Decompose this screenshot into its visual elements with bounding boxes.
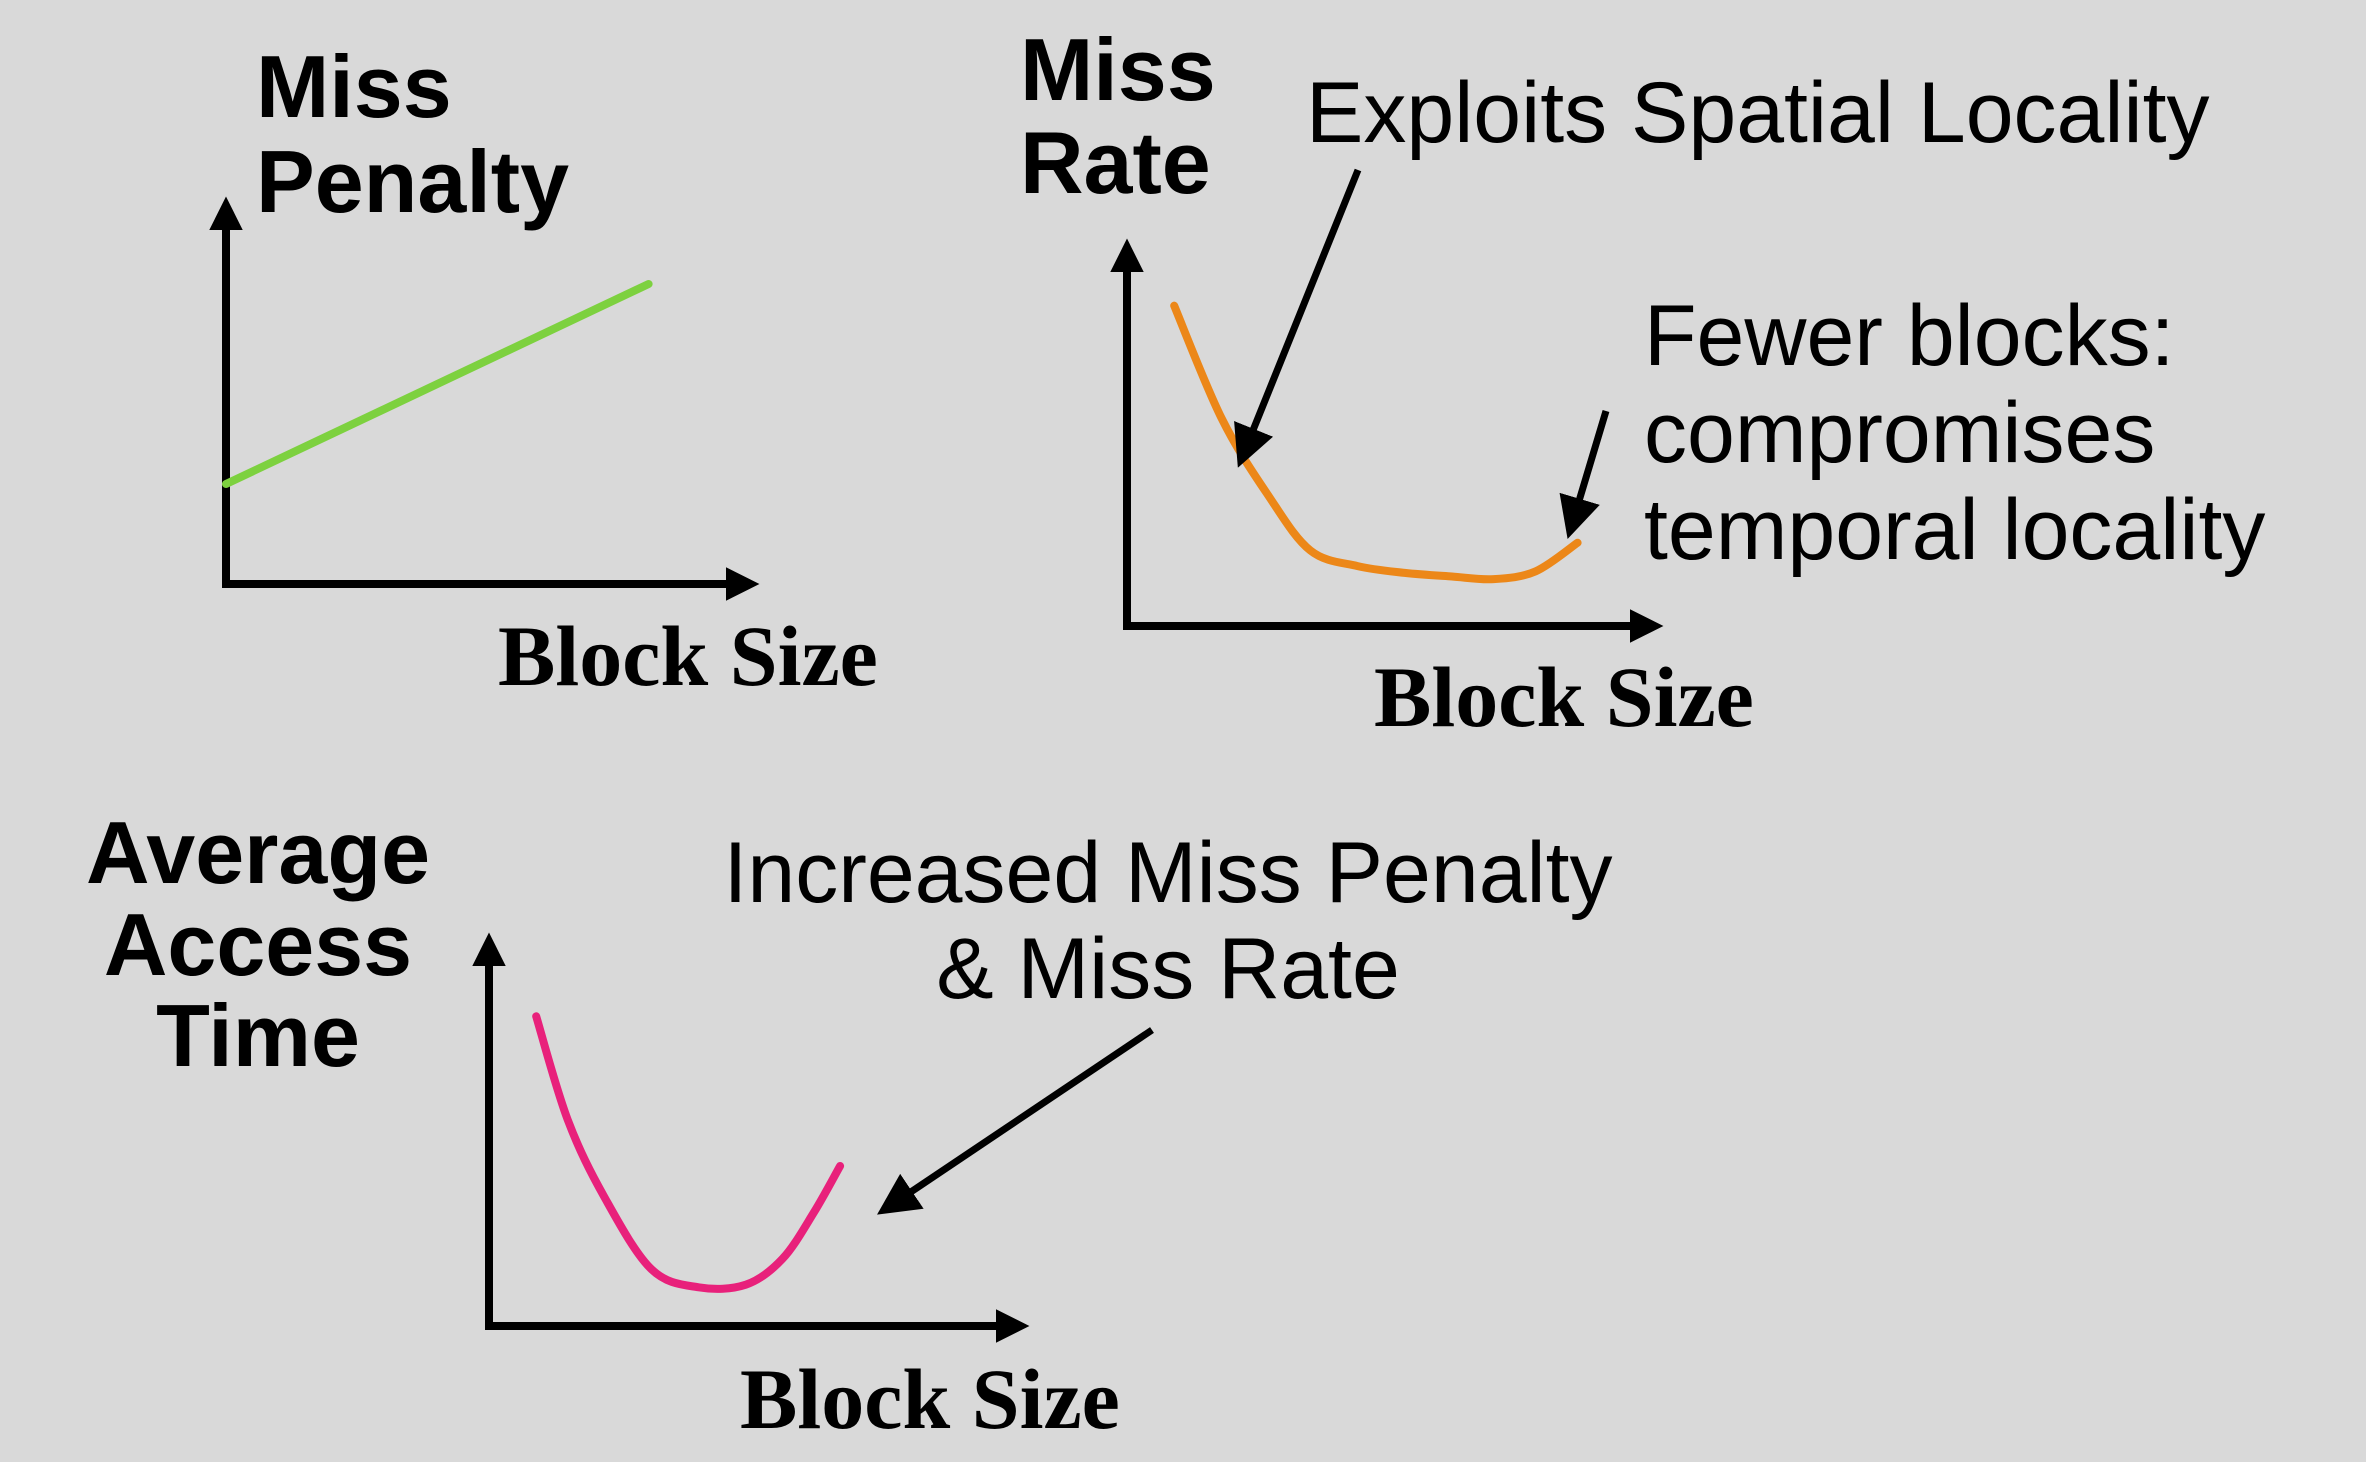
ylabel-line: Access bbox=[104, 895, 412, 994]
ylabel-line: Average bbox=[86, 803, 430, 902]
ylabel-line: Miss bbox=[256, 37, 452, 136]
chart-average-access-time: Average Access Time Block Size Increased… bbox=[86, 803, 1613, 1447]
annotation-fewer-blocks: temporal locality bbox=[1644, 482, 2265, 578]
annotation-spatial-locality: Exploits Spatial Locality bbox=[1306, 65, 2209, 161]
annotation-arrow bbox=[1234, 168, 1362, 468]
xlabel: Block Size bbox=[498, 608, 878, 704]
ylabel-line: Penalty bbox=[256, 132, 569, 231]
ylabel-line: Time bbox=[156, 986, 360, 1085]
annotation-increased-miss: & Miss Rate bbox=[936, 921, 1400, 1017]
annotation-arrow bbox=[1559, 409, 1610, 540]
ylabel-line: Rate bbox=[1020, 113, 1211, 212]
annotation-fewer-blocks: Fewer blocks: bbox=[1644, 288, 2175, 384]
annotation-arrow bbox=[877, 1027, 1154, 1215]
series-line bbox=[532, 1012, 845, 1293]
ylabel-line: Miss bbox=[1020, 20, 1216, 119]
xlabel: Block Size bbox=[1374, 649, 1754, 745]
chart-miss-rate: Miss Rate Block Size Exploits Spatial Lo… bbox=[1020, 20, 2265, 745]
annotation-increased-miss: Increased Miss Penalty bbox=[723, 825, 1612, 921]
annotation-fewer-blocks: compromises bbox=[1644, 385, 2155, 481]
series-line bbox=[222, 280, 653, 488]
xlabel: Block Size bbox=[740, 1351, 1120, 1447]
chart-miss-penalty: Miss Penalty Block Size bbox=[209, 37, 878, 704]
series-line bbox=[1170, 301, 1582, 584]
